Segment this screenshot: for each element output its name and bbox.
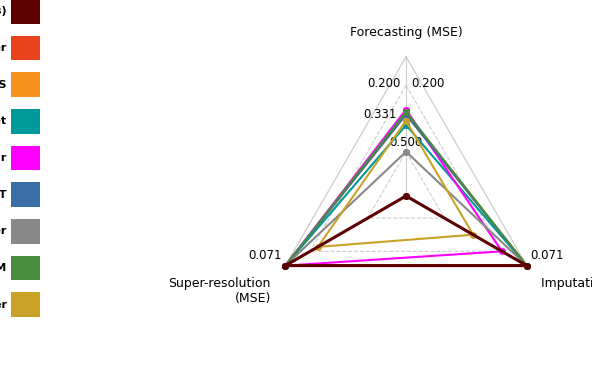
Text: FreTS: FreTS xyxy=(0,80,7,90)
FancyBboxPatch shape xyxy=(11,73,40,97)
Text: 0.500: 0.500 xyxy=(390,136,423,149)
Text: 0.200: 0.200 xyxy=(411,77,445,90)
FancyBboxPatch shape xyxy=(11,0,40,23)
FancyBboxPatch shape xyxy=(11,36,40,60)
Text: Super-resolution
(MSE): Super-resolution (MSE) xyxy=(169,277,271,305)
Text: AdaWaveNet (Ours): AdaWaveNet (Ours) xyxy=(0,6,7,16)
Text: TimesNet: TimesNet xyxy=(0,116,7,126)
Text: FEDformer: FEDformer xyxy=(0,300,7,310)
FancyBboxPatch shape xyxy=(11,109,40,134)
Text: Imputation (MSE): Imputation (MSE) xyxy=(541,277,592,290)
Text: Non-Stationary Transformer: Non-Stationary Transformer xyxy=(0,226,7,236)
Text: 0.071: 0.071 xyxy=(248,249,282,262)
Text: DLinear: DLinear xyxy=(0,153,7,163)
FancyBboxPatch shape xyxy=(11,146,40,170)
Text: Forecasting (MSE): Forecasting (MSE) xyxy=(350,26,462,39)
FancyBboxPatch shape xyxy=(11,293,40,317)
Text: 0.071: 0.071 xyxy=(530,249,564,262)
Text: PatchTST: PatchTST xyxy=(0,190,7,200)
Text: 0.331: 0.331 xyxy=(363,108,396,121)
FancyBboxPatch shape xyxy=(11,219,40,244)
FancyBboxPatch shape xyxy=(11,256,40,280)
Text: FiLM: FiLM xyxy=(0,263,7,273)
Text: 0.200: 0.200 xyxy=(367,77,400,90)
FancyBboxPatch shape xyxy=(11,182,40,207)
Text: iTransformer: iTransformer xyxy=(0,43,7,53)
